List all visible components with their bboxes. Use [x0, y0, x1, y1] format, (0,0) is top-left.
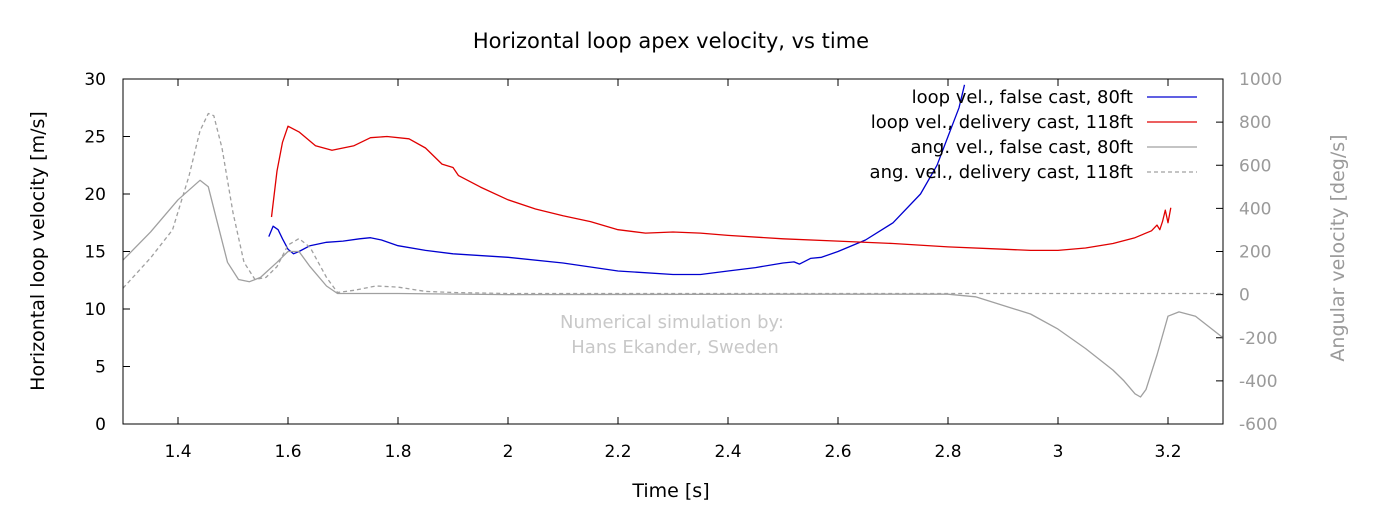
- legend-label-1: loop vel., delivery cast, 118ft: [871, 112, 1133, 133]
- x-axis-label: Time [s]: [631, 480, 709, 502]
- x-tick-label-8: 3: [1053, 442, 1064, 462]
- y2-tick-label-5: 400: [1239, 199, 1271, 219]
- x-tick-label-7: 2.8: [934, 442, 961, 462]
- plot-frame: [122, 78, 1224, 425]
- series-layer: [122, 84, 1224, 398]
- y-tick-label-0: 0: [95, 415, 106, 435]
- x-tick-label-0: 1.4: [164, 442, 191, 462]
- x-tick-label-4: 2.2: [604, 442, 631, 462]
- chart-title: Horizontal loop apex velocity, vs time: [473, 29, 869, 53]
- y2-tick-label-0: -600: [1239, 415, 1278, 435]
- annotation: Numerical simulation by: Hans Ekander, S…: [560, 312, 784, 358]
- y2-tick-label-4: 200: [1239, 243, 1271, 263]
- y-axis-label: Horizontal loop velocity [m/s]: [27, 111, 49, 391]
- series-line-0: [268, 84, 966, 276]
- annotation-line-2: Hans Ekander, Sweden: [571, 337, 778, 358]
- y-tick-label-2: 10: [84, 300, 106, 320]
- y-tick-label-3: 15: [84, 243, 106, 263]
- y-tick-label-6: 30: [84, 70, 106, 90]
- x-tick-label-2: 1.8: [384, 442, 411, 462]
- x-tick-label-9: 3.2: [1154, 442, 1181, 462]
- y2-tick-label-2: -200: [1239, 329, 1278, 349]
- y2-tick-label-1: -400: [1239, 372, 1278, 392]
- x-tick-label-5: 2.4: [714, 442, 741, 462]
- series-line-1: [270, 125, 1172, 252]
- legend-label-0: loop vel., false cast, 80ft: [912, 87, 1133, 108]
- x-tick-label-1: 1.6: [274, 442, 301, 462]
- y-tick-label-1: 5: [95, 358, 106, 378]
- ticks-layer: 1.4 1.6 1.8 2 2.2 2.4 2.6 2.8 3 3.2 0 5 10 15 20 25 30 -6…: [84, 70, 1282, 462]
- y-tick-label-5: 25: [84, 128, 106, 148]
- x-tick-label-3: 2: [503, 442, 514, 462]
- series-line-2: [122, 179, 1224, 398]
- y2-tick-label-8: 1000: [1239, 70, 1282, 90]
- y-tick-label-4: 20: [84, 185, 106, 205]
- legend-label-2: ang. vel., false cast, 80ft: [910, 137, 1133, 158]
- legend-label-3: ang. vel., delivery cast, 118ft: [870, 162, 1133, 183]
- x-tick-label-6: 2.6: [824, 442, 851, 462]
- series-line-3: [122, 112, 1223, 295]
- y2-tick-label-7: 800: [1239, 113, 1271, 133]
- legend: loop vel., false cast, 80ft loop vel., de…: [870, 87, 1197, 183]
- y2-tick-label-6: 600: [1239, 156, 1271, 176]
- y2-axis-label: Angular velocity [deg/s]: [1327, 134, 1349, 361]
- y2-tick-label-3: 0: [1239, 286, 1250, 306]
- annotation-line-1: Numerical simulation by:: [560, 312, 784, 333]
